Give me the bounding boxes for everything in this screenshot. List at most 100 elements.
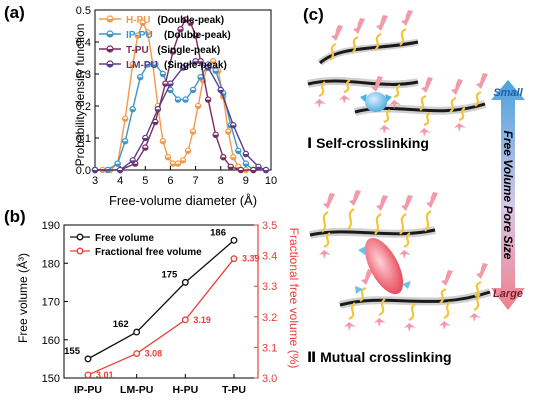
end-group	[401, 195, 413, 211]
data-point	[133, 350, 141, 357]
data-point-fill	[210, 61, 216, 64]
data-point	[84, 371, 92, 379]
data-point-fill	[145, 32, 151, 35]
data-point-fill	[225, 131, 231, 135]
panel-a-label: (a)	[4, 3, 25, 22]
side-chain	[393, 84, 401, 99]
end-group	[476, 263, 488, 279]
data-point-fill	[160, 74, 166, 77]
y-tick-label: 190	[42, 220, 60, 232]
data-point-fill	[213, 70, 219, 74]
data-point-fill	[152, 122, 158, 125]
x-tick-label: 3	[92, 175, 98, 187]
data-point-fill	[220, 157, 226, 160]
data-point-fill	[152, 64, 158, 67]
x-tick-label: 4	[117, 175, 123, 187]
data-point-fill	[130, 64, 136, 67]
chart-b-free-volume: 150 160 170 180 190 3.0 3.1 3.2 3.3 3.4 3.5 IP-PU LM…	[15, 220, 300, 396]
end-group	[401, 10, 413, 26]
data-point-fill	[115, 163, 121, 167]
y-tick-label: 180	[42, 258, 60, 270]
polymer-chain	[307, 38, 487, 116]
legend-note: (Single-peak)	[157, 45, 220, 56]
y-tick-label: 0.5	[76, 5, 91, 17]
end-group	[361, 269, 373, 285]
data-point	[84, 355, 92, 363]
y-tick-label: 0.2	[76, 101, 91, 113]
data-point-fill	[250, 170, 256, 173]
x-tick-label: 5	[142, 175, 148, 187]
end-group	[389, 100, 401, 109]
data-point-fill	[130, 109, 136, 112]
legend-marker-fill	[107, 49, 113, 52]
data-point-fill	[198, 77, 204, 80]
x-tick-label: 8	[218, 175, 224, 187]
series-line	[87, 239, 235, 360]
side-chains	[314, 10, 488, 137]
y2-tick-label: 3.5	[262, 220, 277, 232]
end-group	[339, 95, 351, 104]
side-chain	[439, 287, 447, 304]
data-point-fill	[238, 170, 244, 173]
y-tick-label: 160	[42, 335, 60, 347]
chart-a-xlabel: Free-volume diameter (Å)	[109, 193, 257, 208]
side-chain	[351, 36, 359, 54]
legend-label: T-PU	[126, 45, 149, 56]
legend-note: (Single-peak)	[164, 60, 227, 71]
data-point-fill	[187, 22, 194, 26]
end-group	[441, 270, 453, 286]
data-point-fill	[185, 150, 191, 154]
data-point-fill	[117, 170, 123, 173]
data-label: 155	[64, 346, 81, 357]
side-chain	[318, 81, 326, 98]
side-chain	[423, 112, 431, 127]
end-group	[451, 79, 463, 95]
end-group	[344, 322, 356, 331]
data-point-fill	[132, 163, 138, 167]
side-chain	[329, 43, 337, 61]
panel-b-label: (b)	[4, 207, 26, 226]
data-point-fill	[205, 99, 211, 103]
data-point-fill	[243, 154, 249, 157]
data-point-fill	[155, 109, 161, 112]
category-label: T-PU	[222, 384, 246, 396]
end-group	[371, 76, 383, 92]
plot-frame	[94, 9, 272, 171]
y2-tick-label: 3.4	[262, 251, 277, 263]
data-point-fill	[160, 141, 166, 144]
end-group	[476, 73, 488, 89]
data-point-fill	[175, 99, 181, 103]
side-chain	[378, 298, 386, 316]
side-chain	[323, 232, 331, 249]
binding-site	[355, 286, 363, 294]
end-group	[319, 250, 331, 259]
arrow-label-small: Small	[493, 87, 523, 99]
data-point-fill	[235, 150, 241, 154]
data-point-fill	[122, 118, 128, 122]
data-point-fill	[182, 99, 189, 103]
data-point-fill	[205, 67, 211, 71]
end-group	[314, 99, 326, 108]
side-chains	[319, 190, 488, 332]
data-point	[230, 255, 238, 263]
pore-size-arrow	[491, 80, 525, 310]
legend-label: Free volume	[95, 233, 154, 244]
large-crosslinker	[364, 237, 404, 295]
side-chain	[399, 28, 407, 46]
data-point-fill	[165, 157, 171, 160]
x-tick-label: 9	[243, 175, 249, 187]
side-chain	[399, 213, 407, 235]
legend-label: LM-PU	[126, 60, 158, 71]
data-point-fill	[192, 35, 199, 39]
data-point-fill	[175, 163, 181, 167]
x-tick-label: 7	[193, 175, 199, 187]
y2-tick-label: 3.2	[262, 312, 277, 324]
data-point-fill	[195, 106, 201, 109]
data-label: 3.08	[145, 349, 163, 359]
data-point-fill	[190, 90, 196, 93]
data-point-fill	[130, 160, 136, 163]
side-chain	[343, 79, 351, 94]
data-point-fill	[243, 163, 249, 167]
series-line-lm-pu	[95, 60, 267, 171]
data-point	[230, 236, 238, 244]
